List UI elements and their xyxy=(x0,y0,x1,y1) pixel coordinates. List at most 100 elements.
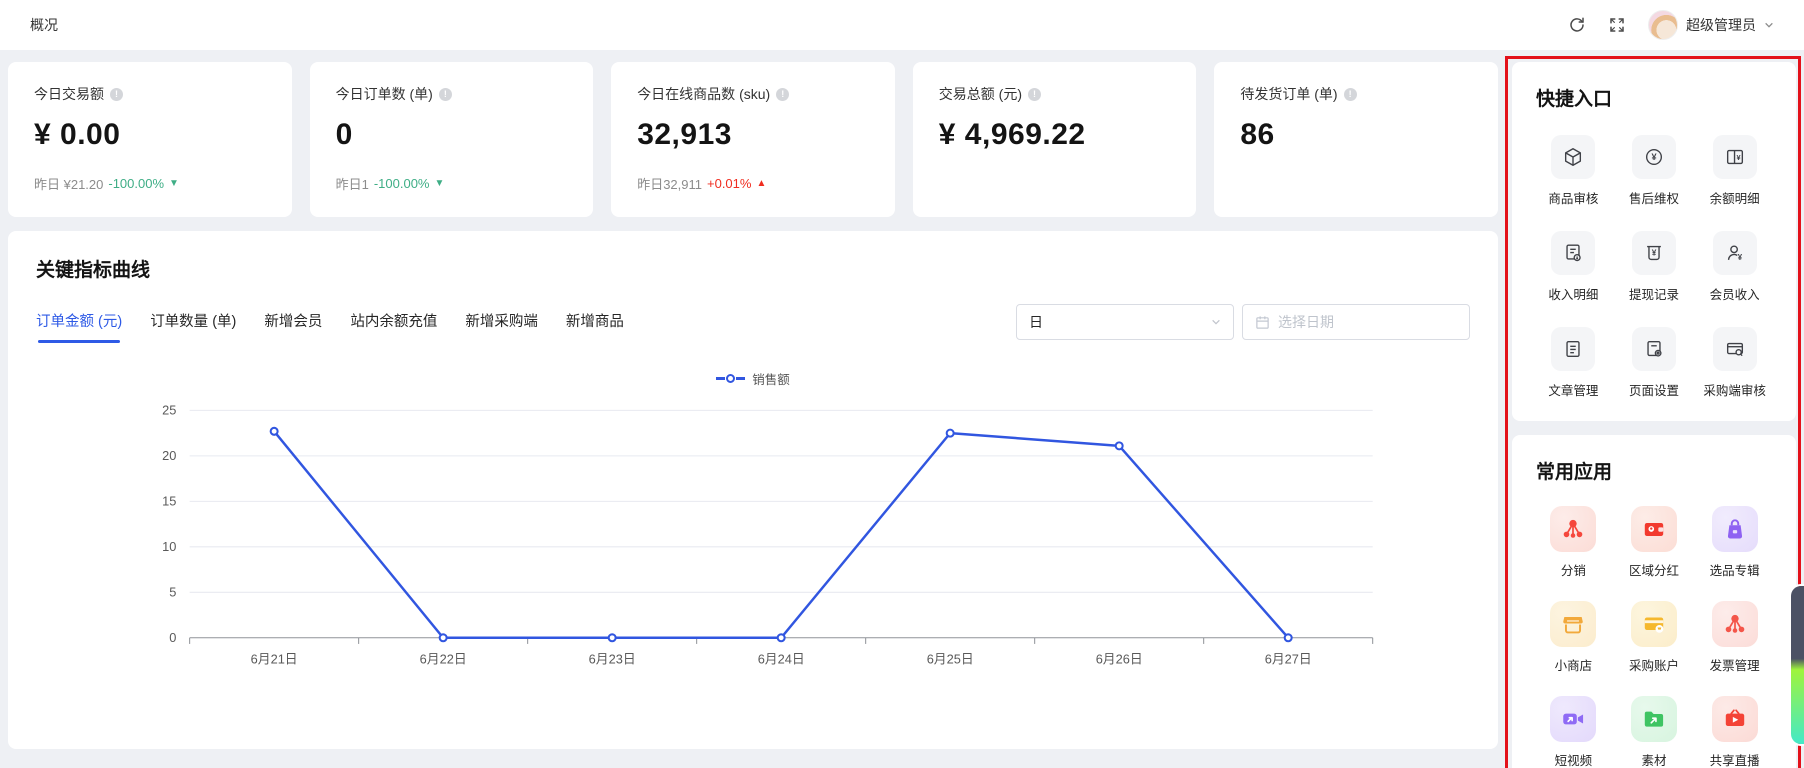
chart-legend[interactable]: 销售额 xyxy=(36,369,1470,388)
tab-balance-recharge[interactable]: 站内余额充值 xyxy=(350,314,438,330)
quick-entry-product-review[interactable]: 商品审核 xyxy=(1536,135,1611,207)
app-regional-dividend[interactable]: 区域分红 xyxy=(1617,506,1692,579)
user-name: 超级管理员 xyxy=(1686,17,1756,33)
live-tv-icon xyxy=(1725,709,1744,727)
info-icon[interactable]: ! xyxy=(776,87,790,101)
svg-text:15: 15 xyxy=(162,493,176,508)
tab-order-amount[interactable]: 订单金额 (元) xyxy=(36,310,122,343)
app-short-video[interactable]: 短视频 xyxy=(1536,696,1611,768)
svg-text:¥: ¥ xyxy=(1651,152,1657,162)
date-placeholder: 选择日期 xyxy=(1278,314,1334,330)
floating-widget-handle[interactable] xyxy=(1791,586,1804,744)
box-icon xyxy=(1565,148,1582,166)
folder-export-icon xyxy=(1644,711,1664,727)
tab-new-purchasers[interactable]: 新增采购端 xyxy=(465,314,538,330)
interval-select[interactable]: 日 xyxy=(1016,304,1234,340)
svg-text:6月21日: 6月21日 xyxy=(251,651,298,666)
common-apps-card: 常用应用 分销 区域分红 选品专辑 xyxy=(1512,435,1796,768)
quick-entry-card: 快捷入口 商品审核 ¥ 售后维权 ¥ 余额明细 xyxy=(1512,62,1796,421)
svg-text:6月24日: 6月24日 xyxy=(758,651,805,666)
stat-card-pending-shipments: 待发货订单 (单)! 86 xyxy=(1214,62,1498,217)
info-icon[interactable]: ! xyxy=(110,87,123,101)
sidebar: 快捷入口 商品审核 ¥ 售后维权 ¥ 余额明细 xyxy=(1505,56,1801,768)
svg-text:20: 20 xyxy=(162,448,176,463)
chevron-down-icon xyxy=(1765,22,1773,28)
video-camera-icon xyxy=(1563,713,1584,725)
stat-card-today-transactions: 今日交易额! ¥ 0.00 昨日 ¥21.20 -100.00% ▼ xyxy=(8,62,292,217)
stat-value: 32,913 xyxy=(637,118,732,151)
quick-entry-after-sales[interactable]: ¥ 售后维权 xyxy=(1617,135,1692,207)
article-icon xyxy=(1566,340,1580,358)
svg-text:¥: ¥ xyxy=(1736,153,1741,162)
balance-book-icon: ¥ xyxy=(1726,149,1743,165)
metric-tabs: 订单金额 (元) 订单数量 (单) 新增会员 站内余额充值 新增采购端 新增商品 xyxy=(36,304,624,343)
info-icon[interactable]: ! xyxy=(438,87,452,101)
app-purchase-account[interactable]: 采购账户 xyxy=(1617,601,1692,674)
stat-card-total-transactions: 交易总额 (元)! ¥ 4,969.22 xyxy=(912,62,1197,217)
quick-entry-title: 快捷入口 xyxy=(1536,89,1613,110)
legend-label: 销售额 xyxy=(752,373,790,387)
stat-change: -100.00% xyxy=(108,176,165,191)
stat-value: ¥ 4,969.22 xyxy=(938,118,1086,151)
svg-text:6月27日: 6月27日 xyxy=(1265,651,1312,666)
svg-text:¥: ¥ xyxy=(1652,248,1657,257)
chart-area: 0 5 10 15 20 25 6月21日 6月22日 6月23日 6月24日 6月25日 6月26日… xyxy=(36,394,1470,679)
stat-card-online-skus: 今日在线商品数 (sku)! 32,913 昨日32,911 +0.01% ▲ xyxy=(611,62,895,217)
refresh-icon[interactable] xyxy=(1568,16,1586,34)
svg-text:¥: ¥ xyxy=(1737,253,1742,262)
svg-text:0: 0 xyxy=(169,630,176,645)
tab-new-members[interactable]: 新增会员 xyxy=(264,314,323,330)
topbar: 概况 超级管理员 xyxy=(0,0,1804,50)
purchase-review-icon xyxy=(1726,342,1743,357)
app-product-albums[interactable]: 选品专辑 xyxy=(1697,506,1772,579)
info-icon[interactable]: ! xyxy=(1028,87,1041,101)
storefront-icon xyxy=(1563,616,1584,634)
chevron-down-icon xyxy=(1212,319,1220,325)
fullscreen-icon[interactable] xyxy=(1608,16,1626,34)
svg-text:5: 5 xyxy=(169,584,176,599)
tab-order-count[interactable]: 订单数量 (单) xyxy=(150,314,237,330)
stat-card-today-orders: 今日订单数 (单)! 0 昨日1 -100.00% ▼ xyxy=(309,62,594,217)
page-settings-icon xyxy=(1647,340,1662,357)
app-materials[interactable]: 素材 xyxy=(1617,696,1692,768)
quick-entry-income-detail[interactable]: 收入明细 xyxy=(1536,231,1611,303)
stat-label: 今日交易额 xyxy=(34,86,104,102)
member-income-icon: ¥ xyxy=(1727,245,1742,262)
quick-entry-purchaser-review[interactable]: 采购端审核 xyxy=(1697,327,1772,399)
page-title: 概况 xyxy=(30,17,58,33)
app-invoice-management[interactable]: 发票管理 xyxy=(1697,601,1772,674)
interval-selected-value: 日 xyxy=(1029,314,1043,330)
quick-entry-withdrawal-records[interactable]: ¥ 提现记录 xyxy=(1617,231,1692,303)
app-distribution[interactable]: 分销 xyxy=(1536,506,1611,579)
stat-prev: 昨日 ¥21.20 xyxy=(34,177,104,192)
app-mini-shop[interactable]: 小商店 xyxy=(1536,601,1611,674)
share-network-icon xyxy=(1725,614,1744,633)
info-icon[interactable]: ! xyxy=(1343,87,1357,101)
user-menu[interactable]: 超级管理员 xyxy=(1648,10,1774,40)
withdraw-icon: ¥ xyxy=(1647,245,1661,261)
stat-label: 待发货订单 (单) xyxy=(1240,86,1338,102)
refund-icon: ¥ xyxy=(1645,148,1663,166)
tab-new-products[interactable]: 新增商品 xyxy=(565,314,624,330)
stat-value: 86 xyxy=(1240,118,1275,151)
svg-text:10: 10 xyxy=(162,539,176,554)
quick-entry-member-income[interactable]: ¥ 会员收入 xyxy=(1697,231,1772,303)
stat-prev: 昨日1 xyxy=(335,177,369,192)
quick-entry-page-settings[interactable]: 页面设置 xyxy=(1617,327,1692,399)
wallet-pin-icon xyxy=(1644,523,1664,537)
income-detail-icon xyxy=(1566,244,1582,262)
stat-change: +0.01% xyxy=(707,176,752,191)
svg-text:6月25日: 6月25日 xyxy=(927,651,974,666)
stat-label: 交易总额 (元) xyxy=(938,86,1022,102)
app-shared-livestream[interactable]: 共享直播 xyxy=(1697,696,1772,768)
stat-change: -100.00% xyxy=(373,176,430,191)
svg-text:6月26日: 6月26日 xyxy=(1096,651,1143,666)
quick-entry-article-management[interactable]: 文章管理 xyxy=(1536,327,1611,399)
quick-entry-balance-detail[interactable]: ¥ 余额明细 xyxy=(1697,135,1772,207)
stats-row: 今日交易额! ¥ 0.00 昨日 ¥21.20 -100.00% ▼ 今日订单数 (… xyxy=(8,62,1498,217)
date-picker-input[interactable]: 选择日期 xyxy=(1242,304,1470,340)
card-cart-icon xyxy=(1644,617,1664,633)
stat-label: 今日在线商品数 (sku) xyxy=(637,86,771,102)
sales-line-chart: 0 5 10 15 20 25 6月21日 6月22日 6月23日 6月24日 6月25日 6月26日… xyxy=(162,402,1374,666)
